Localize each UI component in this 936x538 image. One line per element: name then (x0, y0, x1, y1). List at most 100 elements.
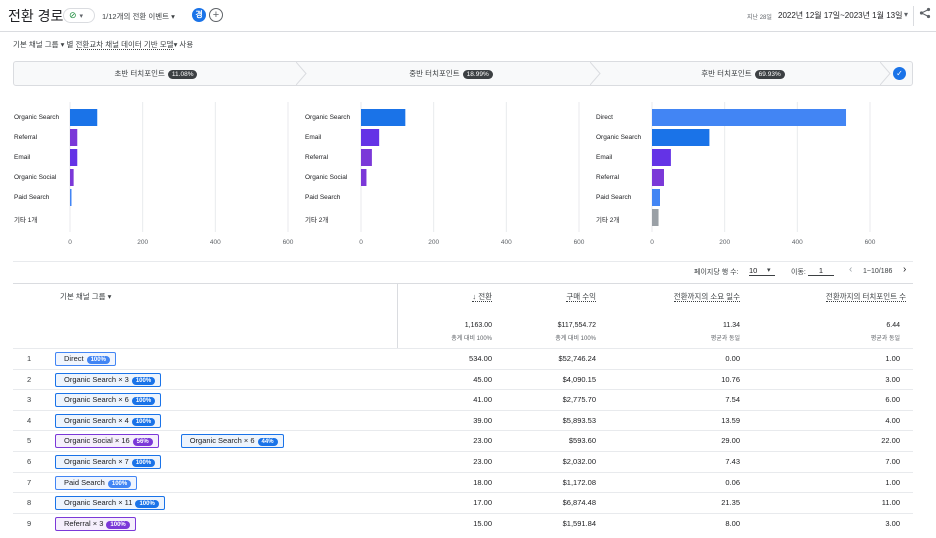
cell-days: 10.76 (721, 374, 740, 384)
status-filter-pill[interactable]: ⊘ ▾ (63, 8, 95, 23)
table-row[interactable]: 8 Organic Search × 11 100% 17.00 $6,874.48 21… (13, 492, 913, 512)
channel-chip[interactable]: Organic Social × 16 56% (55, 434, 159, 449)
row-number: 3 (27, 395, 32, 405)
goto-page-input[interactable]: 1 (808, 266, 834, 276)
check-circle-icon: ⊘ (69, 10, 77, 20)
table-row[interactable]: 3 Organic Search × 6 100% 41.00 $2,775.70 7.5… (13, 389, 913, 409)
bar[interactable] (652, 209, 659, 226)
y-category-label: Organic Social (305, 174, 348, 181)
channel-chip[interactable]: Organic Search × 4 100% (55, 413, 162, 428)
dimension-dropdown[interactable]: 기본 채널 그룹 ▾ (13, 40, 65, 49)
x-tick-label: 200 (428, 239, 440, 246)
column-header-days[interactable]: 전환까지의 소요 일수 (630, 291, 740, 302)
channel-chip-percent: 100% (131, 459, 156, 467)
chevron-down-icon[interactable]: ▾ (767, 267, 771, 274)
x-tick-label: 600 (573, 239, 585, 246)
cell-conversions: 534.00 (469, 354, 492, 363)
next-page-icon[interactable]: › (903, 264, 907, 275)
bar[interactable] (652, 149, 671, 166)
cell-conversions: 41.00 (473, 395, 492, 405)
channel-chip[interactable]: Organic Search × 6 44% (180, 434, 284, 449)
bar[interactable] (70, 149, 78, 166)
bar[interactable] (70, 129, 78, 146)
cell-revenue: $1,591.84 (562, 518, 596, 528)
total-touchpoints: 6.44 (886, 322, 900, 329)
channel-chip-percent: 100% (131, 397, 156, 406)
table-row[interactable]: 4 Organic Search × 4 100% 39.00 $5,893.53 13.… (13, 409, 913, 430)
column-header-dimension[interactable]: 기본 채널 그룹 ▾ (60, 292, 112, 301)
attribution-model-dropdown[interactable]: 전환교차 채널 데이터 기반 모델 (75, 40, 174, 50)
cell-days: 13.59 (721, 415, 740, 425)
y-category-label: Referral (305, 154, 329, 161)
date-range-picker[interactable]: 2022년 12월 17일~2023년 1월 13일 (778, 11, 903, 20)
channel-chip-percent: 100% (131, 417, 156, 426)
x-tick-label: 200 (719, 239, 731, 246)
table-row[interactable]: 6 Organic Search × 7 100% 23.00 $2,032.00 7.4… (13, 451, 913, 471)
chevron-down-icon[interactable]: ▾ (173, 40, 178, 49)
stage-middle[interactable]: 중반 터치포인트 18.99% (310, 62, 592, 85)
bar[interactable] (361, 169, 367, 186)
stage-label: 후반 터치포인트 (701, 69, 752, 78)
channel-chip-label: Direct (64, 354, 84, 363)
channel-chip[interactable]: Referral × 3 100% (55, 516, 136, 531)
bar[interactable] (652, 169, 664, 186)
goto-page-label: 이동: (791, 269, 806, 276)
cell-touchpoints: 4.00 (885, 415, 900, 425)
x-tick-label: 200 (137, 239, 149, 246)
cell-touchpoints: 1.00 (885, 477, 900, 487)
cell-days: 29.00 (721, 436, 740, 446)
total-revenue-note: 총계 대비 100% (555, 336, 596, 342)
share-icon[interactable] (919, 7, 931, 22)
report-header (0, 0, 936, 32)
channel-chip-percent: 100% (131, 376, 156, 385)
bar[interactable] (70, 169, 74, 186)
channel-chip[interactable]: Organic Search × 7 100% (55, 455, 162, 469)
comparison-avatar[interactable]: 경 (192, 8, 206, 22)
stage-early[interactable]: 초반 터치포인트 11.08% (14, 62, 298, 85)
rows-per-page-select[interactable]: 10 (749, 266, 775, 276)
table-row[interactable]: 2 Organic Search × 3 100% 45.00 $4,090.15 10.… (13, 368, 913, 389)
column-header-revenue[interactable]: 구매 수익 (510, 291, 596, 302)
cell-days: 7.54 (725, 395, 740, 405)
table-row[interactable]: 1 Direct 100% 534.00 $52,746.24 0.00 1.00 (13, 348, 913, 368)
bar[interactable] (361, 149, 372, 166)
column-header-touchpoints[interactable]: 전환까지의 터치포인트 수 (776, 291, 906, 302)
total-conversions-note: 총계 대비 100% (451, 336, 492, 342)
stage-percent-badge: 11.08% (167, 70, 198, 79)
cell-revenue: $593.60 (568, 436, 596, 446)
conversion-events-dropdown[interactable]: 1/12개의 전환 이벤트 ▾ (102, 12, 175, 21)
channel-chip[interactable]: Organic Search × 3 100% (55, 372, 162, 387)
column-header-conversions[interactable]: ↓ 전환 (420, 291, 492, 302)
channel-chip-label: Referral × 3 (64, 518, 104, 528)
channel-chip-percent: 100% (106, 520, 130, 529)
column-header-label: 전환까지의 소요 일수 (673, 292, 740, 302)
bar[interactable] (70, 109, 98, 126)
bar[interactable] (361, 109, 406, 126)
bar[interactable] (652, 189, 660, 206)
cell-days: 21.35 (721, 498, 740, 508)
bar[interactable] (361, 129, 380, 146)
channel-chip[interactable]: Organic Search × 6 100% (55, 393, 162, 408)
table-row[interactable]: 7 Paid Search 100% 18.00 $1,172.08 0.06 1.00 (13, 471, 913, 492)
x-tick-label: 0 (650, 239, 654, 246)
table-row[interactable]: 9 Referral × 3 100% 15.00 $1,591.84 8.00 3.00 (13, 512, 913, 533)
check-icon[interactable]: ✓ (893, 67, 906, 80)
channel-chip[interactable]: Organic Search × 11 100% (55, 496, 165, 511)
channel-chip[interactable]: Direct 100% (55, 352, 116, 366)
row-number: 6 (27, 457, 32, 466)
bar[interactable] (652, 109, 847, 126)
y-category-label: 기타 1개 (14, 217, 38, 224)
bar[interactable] (70, 189, 72, 206)
bar[interactable] (652, 129, 710, 146)
y-category-label: 기타 2개 (305, 217, 329, 224)
cell-days: 0.00 (725, 354, 740, 363)
chart-panel-middle: 0 200 400 600 Organic Search Email Referral Org… (304, 100, 584, 250)
rows-per-page-label: 페이지당 행 수: (694, 269, 739, 276)
previous-page-icon[interactable]: ‹ (849, 264, 853, 275)
add-comparison-button[interactable]: + (209, 8, 223, 22)
table-row[interactable]: 5 Organic Social × 16 56% Organic Search × … (13, 430, 913, 450)
channel-chip[interactable]: Paid Search 100% (55, 475, 138, 490)
chevron-down-icon[interactable]: ▾ (904, 10, 909, 19)
channel-chip-percent: 44% (257, 438, 278, 447)
stage-late[interactable]: 후반 터치포인트 69.93% (604, 62, 882, 85)
